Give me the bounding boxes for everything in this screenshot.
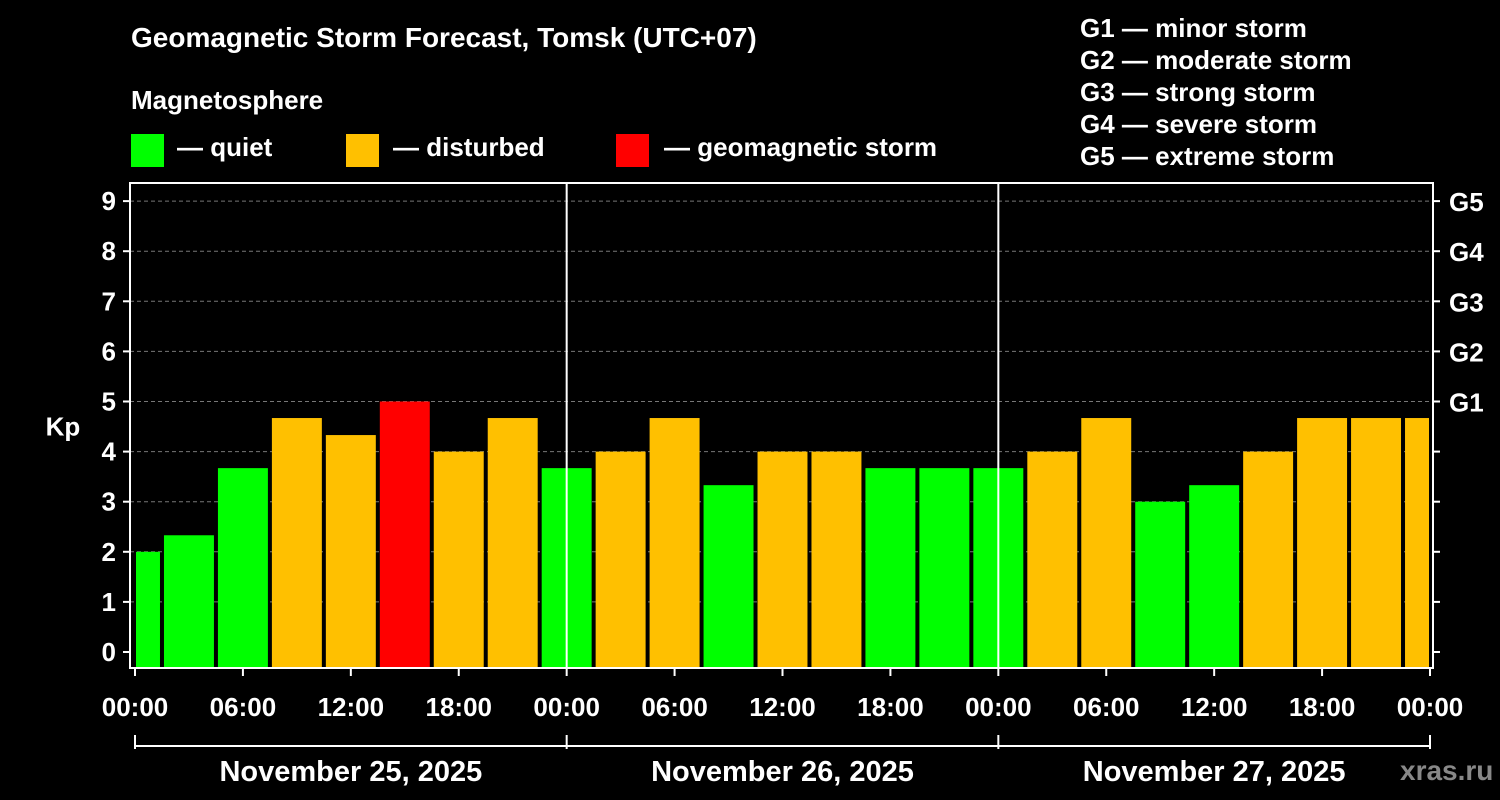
- x-tick-label: 06:00: [641, 692, 708, 722]
- kp-bar: [703, 485, 754, 667]
- kp-bar: [865, 468, 916, 667]
- date-label: November 26, 2025: [651, 756, 914, 788]
- y-tick-label: 3: [102, 487, 116, 517]
- kp-bar: [1189, 485, 1240, 667]
- x-tick-label: 12:00: [318, 692, 385, 722]
- kp-bar: [649, 418, 700, 667]
- legend-label-quiet: — quiet: [177, 132, 273, 162]
- kp-bar: [1405, 418, 1429, 667]
- y-tick-label: 2: [102, 537, 116, 567]
- legend-swatch-storm: [616, 134, 649, 167]
- kp-bar: [136, 551, 160, 667]
- kp-bar: [595, 451, 646, 667]
- kp-bar: [271, 418, 322, 667]
- legend-label-disturbed: — disturbed: [393, 132, 545, 162]
- y-axis-label: Kp: [46, 412, 81, 442]
- kp-bar: [757, 451, 808, 667]
- x-tick-label: 06:00: [1073, 692, 1140, 722]
- x-tick-label: 12:00: [749, 692, 816, 722]
- kp-bar: [1297, 418, 1348, 667]
- chart-title: Geomagnetic Storm Forecast, Tomsk (UTC+0…: [131, 22, 757, 53]
- storm-scale-legend: G1 — minor storm G2 — moderate storm G3 …: [1080, 12, 1352, 172]
- x-tick-label: 06:00: [210, 692, 277, 722]
- x-tick-label: 12:00: [1181, 692, 1248, 722]
- right-axis-label: G3: [1449, 287, 1484, 317]
- kp-bar: [217, 468, 268, 667]
- kp-bar: [919, 468, 970, 667]
- y-tick-label: 1: [102, 587, 116, 617]
- x-tick-label: 00:00: [533, 692, 600, 722]
- kp-bar: [163, 535, 214, 667]
- kp-bar: [1027, 451, 1078, 667]
- legend-heading: Magnetosphere: [131, 85, 324, 115]
- watermark: xras.ru: [1400, 755, 1494, 786]
- date-label: November 25, 2025: [219, 756, 482, 788]
- kp-bar: [433, 451, 484, 667]
- x-tick-label: 00:00: [1397, 692, 1464, 722]
- x-tick-label: 00:00: [965, 692, 1032, 722]
- kp-bar: [487, 418, 538, 667]
- legend-label-storm: — geomagnetic storm: [664, 132, 938, 162]
- legend-swatch-quiet: [131, 134, 164, 167]
- kp-bar: [379, 401, 430, 667]
- y-tick-label: 5: [102, 387, 116, 417]
- storm-scale-g1: G1 — minor storm: [1080, 13, 1307, 43]
- storm-scale-g5: G5 — extreme storm: [1080, 141, 1335, 171]
- kp-bar: [1243, 451, 1294, 667]
- y-tick-label: 7: [102, 286, 116, 316]
- kp-bar: [325, 435, 376, 667]
- x-tick-label: 18:00: [857, 692, 924, 722]
- right-axis-label: G2: [1449, 337, 1484, 367]
- kp-bar: [1135, 501, 1186, 667]
- y-tick-label: 0: [102, 637, 116, 667]
- right-axis-label: G5: [1449, 187, 1484, 217]
- date-label: November 27, 2025: [1083, 756, 1346, 788]
- x-tick-label: 00:00: [102, 692, 169, 722]
- legend-swatch-disturbed: [346, 134, 379, 167]
- y-tick-label: 9: [102, 186, 116, 216]
- storm-scale-g2: G2 — moderate storm: [1080, 45, 1352, 75]
- y-tick-label: 8: [102, 236, 116, 266]
- storm-scale-g3: G3 — strong storm: [1080, 77, 1316, 107]
- x-tick-label: 18:00: [1289, 692, 1356, 722]
- x-tick-label: 18:00: [426, 692, 493, 722]
- right-axis-label: G4: [1449, 237, 1484, 267]
- kp-bar: [1081, 418, 1132, 667]
- y-tick-label: 4: [102, 437, 117, 467]
- kp-bar: [811, 451, 862, 667]
- kp-bar: [1351, 418, 1402, 667]
- storm-scale-g4: G4 — severe storm: [1080, 109, 1318, 139]
- right-axis-label: G1: [1449, 388, 1484, 418]
- y-tick-label: 6: [102, 336, 116, 366]
